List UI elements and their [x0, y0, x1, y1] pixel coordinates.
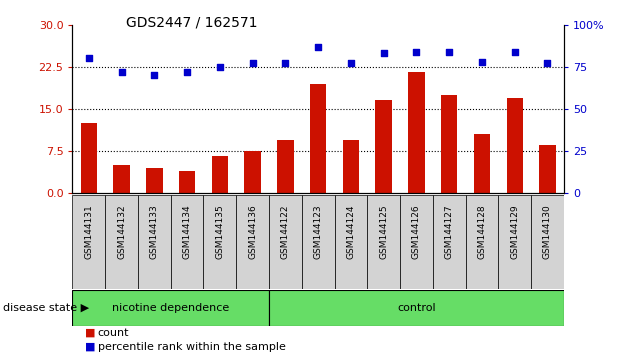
Text: GSM144130: GSM144130: [543, 204, 552, 259]
Bar: [105, 195, 138, 289]
Point: [411, 49, 421, 55]
Bar: [531, 195, 564, 289]
Text: GSM144136: GSM144136: [248, 204, 257, 259]
Point: [280, 61, 290, 66]
Point: [346, 61, 356, 66]
Bar: [146, 168, 163, 193]
Bar: [335, 195, 367, 289]
Point: [444, 49, 454, 55]
Point: [510, 49, 520, 55]
Text: GSM144133: GSM144133: [150, 204, 159, 259]
Point: [182, 69, 192, 75]
Text: GDS2447 / 162571: GDS2447 / 162571: [126, 16, 258, 30]
Bar: [539, 145, 556, 193]
Text: GSM144124: GSM144124: [346, 204, 355, 258]
Bar: [343, 140, 359, 193]
Bar: [408, 73, 425, 193]
Bar: [269, 290, 564, 326]
Bar: [244, 151, 261, 193]
Bar: [113, 165, 130, 193]
Text: count: count: [98, 328, 129, 338]
Point: [149, 72, 159, 78]
Bar: [203, 195, 236, 289]
Point: [379, 51, 389, 56]
Bar: [72, 290, 269, 326]
Text: GSM144131: GSM144131: [84, 204, 93, 259]
Bar: [277, 140, 294, 193]
Bar: [236, 195, 269, 289]
Text: control: control: [397, 303, 436, 313]
Text: GSM144135: GSM144135: [215, 204, 224, 259]
Bar: [400, 195, 433, 289]
Bar: [441, 95, 457, 193]
Bar: [507, 98, 523, 193]
Bar: [81, 123, 97, 193]
Bar: [474, 134, 490, 193]
Point: [248, 61, 258, 66]
Point: [117, 69, 127, 75]
Bar: [138, 195, 171, 289]
Bar: [367, 195, 400, 289]
Text: GSM144134: GSM144134: [183, 204, 192, 259]
Bar: [212, 156, 228, 193]
Point: [313, 44, 323, 50]
Bar: [179, 171, 195, 193]
Text: GSM144123: GSM144123: [314, 204, 323, 259]
Bar: [171, 195, 203, 289]
Bar: [310, 84, 326, 193]
Bar: [466, 195, 498, 289]
Bar: [498, 195, 531, 289]
Text: GSM144126: GSM144126: [412, 204, 421, 259]
Text: nicotine dependence: nicotine dependence: [112, 303, 229, 313]
Point: [215, 64, 225, 70]
Text: GSM144132: GSM144132: [117, 204, 126, 259]
Text: GSM144122: GSM144122: [281, 204, 290, 258]
Text: GSM144129: GSM144129: [510, 204, 519, 259]
Text: GSM144128: GSM144128: [478, 204, 486, 259]
Point: [84, 56, 94, 61]
Point: [477, 59, 487, 64]
Text: percentile rank within the sample: percentile rank within the sample: [98, 342, 285, 352]
Text: GSM144127: GSM144127: [445, 204, 454, 259]
Bar: [269, 195, 302, 289]
Text: GSM144125: GSM144125: [379, 204, 388, 259]
Text: ■: ■: [85, 342, 96, 352]
Text: disease state ▶: disease state ▶: [3, 303, 89, 313]
Bar: [72, 195, 105, 289]
Point: [542, 61, 553, 66]
Bar: [375, 101, 392, 193]
Bar: [302, 195, 335, 289]
Bar: [433, 195, 466, 289]
Text: ■: ■: [85, 328, 96, 338]
